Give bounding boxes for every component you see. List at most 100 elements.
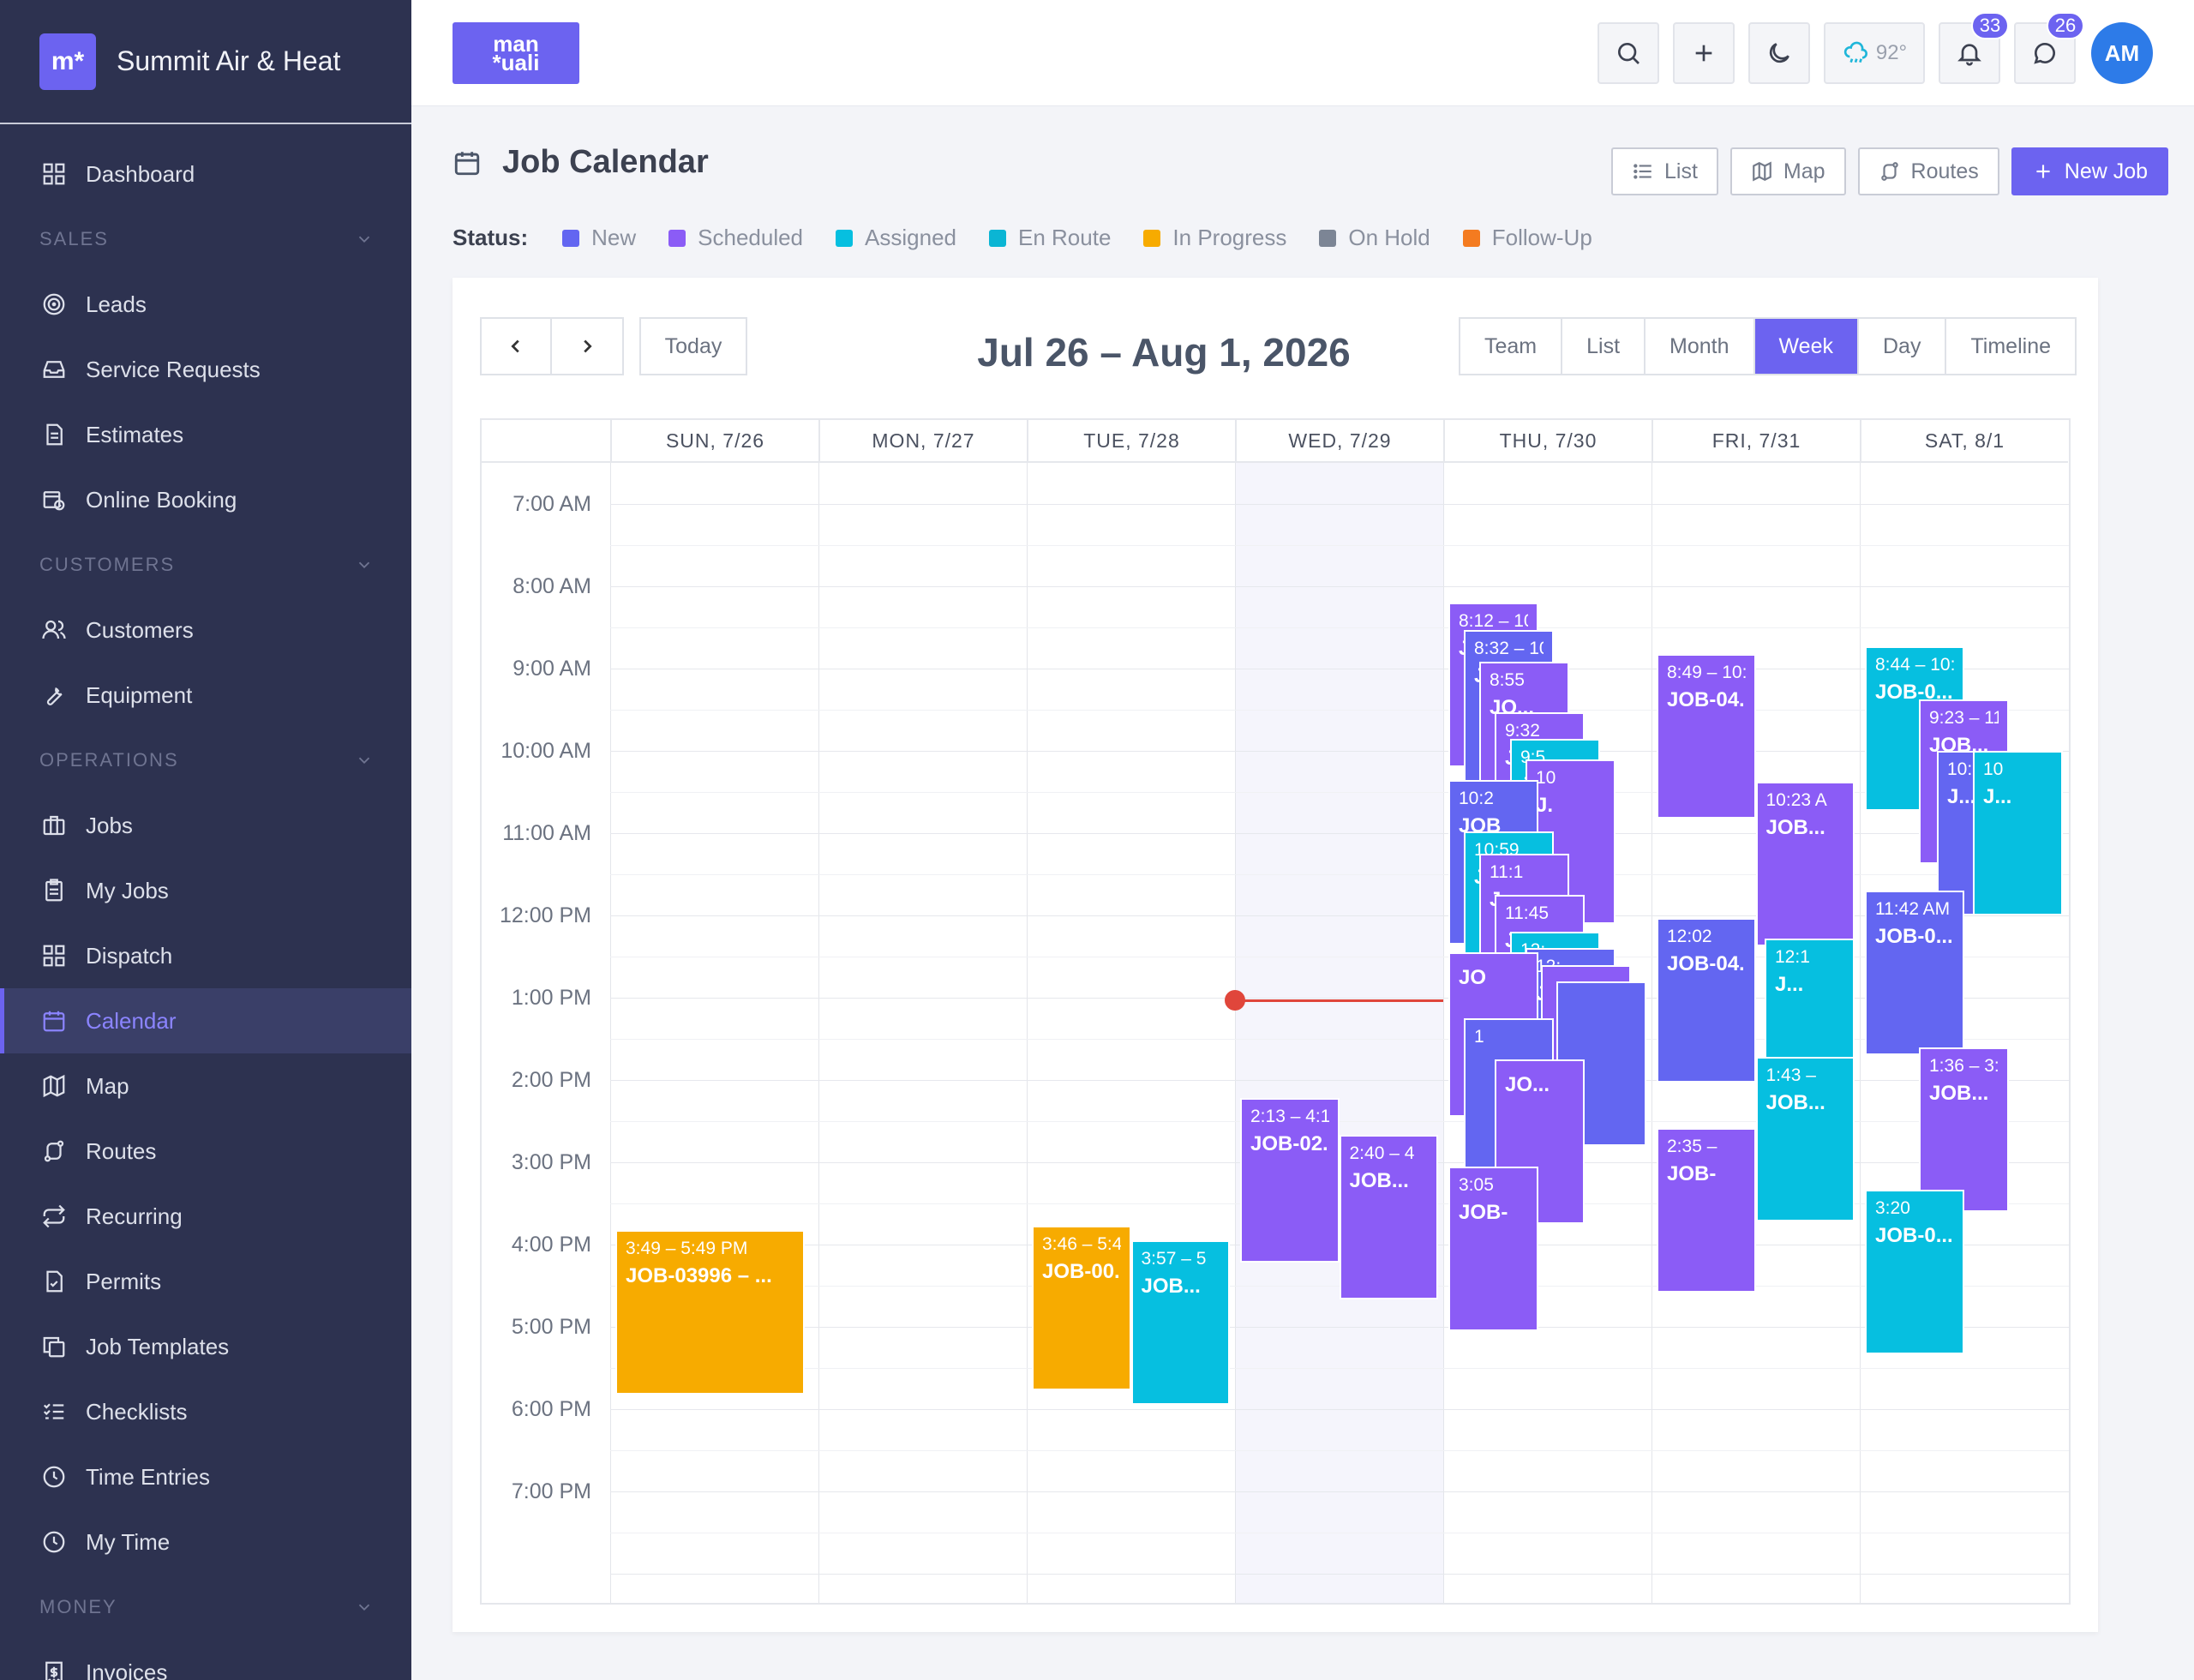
- time-label: 3:00 PM: [511, 1150, 591, 1174]
- day-header[interactable]: MON, 7/27: [818, 420, 1027, 463]
- sidebar-item-checklists[interactable]: Checklists: [0, 1379, 411, 1444]
- view-option-week[interactable]: Week: [1754, 319, 1859, 374]
- view-option-list[interactable]: List: [1562, 319, 1646, 374]
- calendar-event[interactable]: 12:02 JOB-04...: [1657, 917, 1756, 1083]
- brand-name: Summit Air & Heat: [117, 45, 341, 76]
- calendar-event[interactable]: 2:13 – 4:13 PM JOB-02...: [1240, 1098, 1340, 1263]
- day-header[interactable]: FRI, 7/31: [1651, 420, 1860, 463]
- event-time: 9:32: [1505, 720, 1540, 741]
- prev-week-button[interactable]: [480, 317, 552, 375]
- calendar-event[interactable]: 3:05 JOB-: [1448, 1166, 1538, 1331]
- wrench-icon: [39, 681, 69, 710]
- sidebar-item-dispatch[interactable]: Dispatch: [0, 923, 411, 988]
- sidebar-item-customers[interactable]: Customers: [0, 597, 411, 663]
- sidebar-item-recurring[interactable]: Recurring: [0, 1184, 411, 1249]
- calendar-event[interactable]: 10:23 A JOB...: [1755, 782, 1855, 947]
- status-legend-item: Scheduled: [668, 225, 803, 251]
- today-button[interactable]: Today: [639, 317, 747, 375]
- sidebar-item-online-booking[interactable]: Online Booking: [0, 467, 411, 532]
- theme-toggle-button[interactable]: [1748, 22, 1810, 84]
- sidebar-item-label: Online Booking: [86, 486, 237, 513]
- briefcase-icon: [39, 811, 69, 840]
- notifications-button[interactable]: 33: [1939, 12, 2009, 84]
- event-time: 1:36 – 3:: [1929, 1055, 1999, 1076]
- hour-line: [610, 915, 2069, 916]
- calendar-event[interactable]: 1:36 – 3: JOB...: [1919, 1047, 2009, 1212]
- sidebar-item-map[interactable]: Map: [0, 1053, 411, 1119]
- event-time: 8:12 – 10:12: [1459, 611, 1528, 632]
- map-icon: [1753, 161, 1771, 182]
- list-view-button[interactable]: List: [1611, 147, 1718, 195]
- calendar-event[interactable]: 10 J...: [1973, 751, 2063, 915]
- view-option-month[interactable]: Month: [1646, 319, 1755, 374]
- next-week-button[interactable]: [552, 317, 624, 375]
- messages-button[interactable]: 26: [2014, 12, 2084, 84]
- event-job: JOB-: [1459, 1200, 1508, 1224]
- day-header[interactable]: WED, 7/29: [1235, 420, 1443, 463]
- chevron-right-icon: [584, 339, 592, 353]
- event-job: JOB...: [1929, 1081, 1989, 1105]
- view-option-day[interactable]: Day: [1859, 319, 1947, 374]
- sidebar-item-my-time[interactable]: My Time: [0, 1509, 411, 1575]
- status-swatch: [1319, 229, 1337, 247]
- sidebar-section-sales[interactable]: SALES: [0, 207, 411, 272]
- chevron-down-icon: [358, 236, 370, 243]
- sidebar-item-estimates[interactable]: Estimates: [0, 402, 411, 467]
- users-icon: [39, 615, 69, 645]
- calendar-event[interactable]: 3:46 – 5:46 PM JOB-00...: [1032, 1225, 1131, 1390]
- day-header[interactable]: SAT, 8/1: [1860, 420, 2068, 463]
- calendar-event[interactable]: 2:40 – 4 JOB...: [1339, 1135, 1438, 1300]
- sidebar-item-permits[interactable]: Permits: [0, 1249, 411, 1314]
- sidebar-item-leads[interactable]: Leads: [0, 272, 411, 337]
- event-time: 11:42 AM: [1875, 899, 1951, 920]
- chevron-down-icon: [358, 757, 370, 765]
- view-option-team[interactable]: Team: [1460, 319, 1563, 374]
- list-icon: [1634, 164, 1651, 179]
- status-swatch: [1462, 229, 1480, 247]
- day-header[interactable]: TUE, 7/28: [1027, 420, 1235, 463]
- sidebar-item-dashboard[interactable]: Dashboard: [0, 141, 411, 207]
- calendar-event[interactable]: 3:20 JOB-0...: [1865, 1189, 1964, 1354]
- sidebar-section-money[interactable]: MONEY: [0, 1575, 411, 1640]
- day-header[interactable]: THU, 7/30: [1443, 420, 1651, 463]
- event-time: 11:1: [1490, 862, 1524, 882]
- plus-icon: [1695, 45, 1712, 62]
- brand[interactable]: m* Summit Air & Heat: [0, 0, 411, 124]
- status-legend-item: Assigned: [836, 225, 956, 251]
- sidebar-item-job-templates[interactable]: Job Templates: [0, 1314, 411, 1379]
- sidebar-item-service-requests[interactable]: Service Requests: [0, 337, 411, 402]
- calendar-event[interactable]: 2:35 – JOB-: [1657, 1127, 1756, 1293]
- sidebar-item-my-jobs[interactable]: My Jobs: [0, 858, 411, 923]
- hour-line: [610, 998, 2069, 999]
- cloud-rain-icon: [1843, 41, 1867, 63]
- sidebar-item-equipment[interactable]: Equipment: [0, 663, 411, 728]
- sidebar-item-invoices[interactable]: Invoices: [0, 1640, 411, 1680]
- sidebar-item-routes[interactable]: Routes: [0, 1119, 411, 1184]
- sidebar-item-time-entries[interactable]: Time Entries: [0, 1444, 411, 1509]
- status-swatch: [989, 229, 1006, 247]
- sidebar-item-calendar[interactable]: Calendar: [0, 988, 411, 1053]
- user-avatar[interactable]: AM: [2091, 22, 2153, 84]
- routes-view-button[interactable]: Routes: [1857, 147, 1999, 195]
- add-button[interactable]: [1673, 22, 1735, 84]
- day-header[interactable]: SUN, 7/26: [610, 420, 818, 463]
- sidebar-item-jobs[interactable]: Jobs: [0, 793, 411, 858]
- calendar-event[interactable]: 8:49 – 10:49 JOB-04...: [1657, 653, 1756, 819]
- hour-line: [610, 1039, 2069, 1040]
- weather-widget[interactable]: 92°: [1824, 22, 1925, 84]
- search-button[interactable]: [1598, 22, 1659, 84]
- calendar-event[interactable]: 1:43 – JOB...: [1755, 1057, 1855, 1222]
- app-logo[interactable]: man *uali: [453, 22, 579, 84]
- view-option-timeline[interactable]: Timeline: [1970, 333, 2051, 358]
- calendar-event[interactable]: 3:49 – 5:49 PM JOB-03996 – ...: [615, 1229, 805, 1395]
- chevron-down-icon: [358, 1604, 370, 1611]
- sidebar-section-customers[interactable]: CUSTOMERS: [0, 532, 411, 597]
- hour-line: [610, 545, 2069, 546]
- event-job: J.: [1536, 793, 1554, 817]
- status-legend-item: New: [562, 225, 636, 251]
- new-job-button[interactable]: New Job: [2011, 147, 2169, 195]
- calendar-event[interactable]: 3:57 – 5 JOB...: [1130, 1240, 1230, 1406]
- map-view-button[interactable]: Map: [1729, 147, 1846, 195]
- calendar-event[interactable]: 11:42 AM JOB-0...: [1865, 891, 1964, 1056]
- sidebar-section-operations[interactable]: OPERATIONS: [0, 728, 411, 793]
